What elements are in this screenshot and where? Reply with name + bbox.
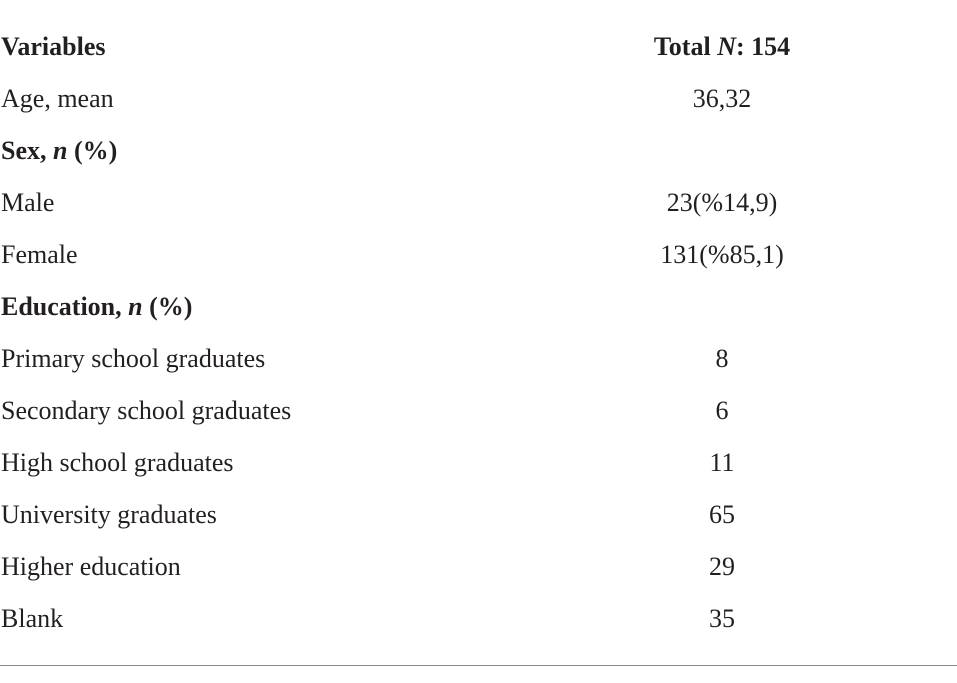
section-label: Education, n (%)	[1, 292, 192, 322]
row-label: Female	[1, 240, 78, 269]
row-value: 11	[709, 448, 735, 477]
row-label: High school graduates	[1, 448, 234, 477]
row-label: Blank	[1, 604, 64, 633]
row-value: 29	[709, 552, 735, 581]
row-value: 8	[715, 344, 729, 373]
header-label: Variables	[1, 32, 106, 61]
row-label: Age, mean	[1, 84, 114, 113]
text-part: (%)	[67, 136, 118, 165]
row-value: 65	[709, 500, 735, 529]
text-part: Sex,	[1, 136, 53, 165]
text-part: : 154	[735, 32, 791, 61]
header-value: Total N: 154	[654, 32, 790, 62]
text-part: (%)	[142, 292, 193, 321]
row-value: 131(%85,1)	[660, 240, 784, 269]
bottom-rule	[0, 665, 957, 666]
row-label: Higher education	[1, 552, 181, 581]
row-label: Primary school graduates	[1, 344, 266, 373]
section-label: Sex, n (%)	[1, 136, 117, 166]
text-part: Total	[653, 32, 718, 61]
row-value: 35	[709, 604, 735, 633]
row-value: 36,32	[692, 84, 752, 113]
row-label: Secondary school graduates	[1, 396, 292, 425]
row-value: 23(%14,9)	[666, 188, 778, 217]
row-value: 6	[715, 396, 729, 425]
row-label: Male	[1, 188, 55, 217]
text-part: N	[717, 32, 736, 61]
text-part: Education,	[1, 292, 129, 321]
row-label: University graduates	[1, 500, 217, 529]
text-part: n	[128, 292, 143, 321]
text-part: n	[53, 136, 68, 165]
